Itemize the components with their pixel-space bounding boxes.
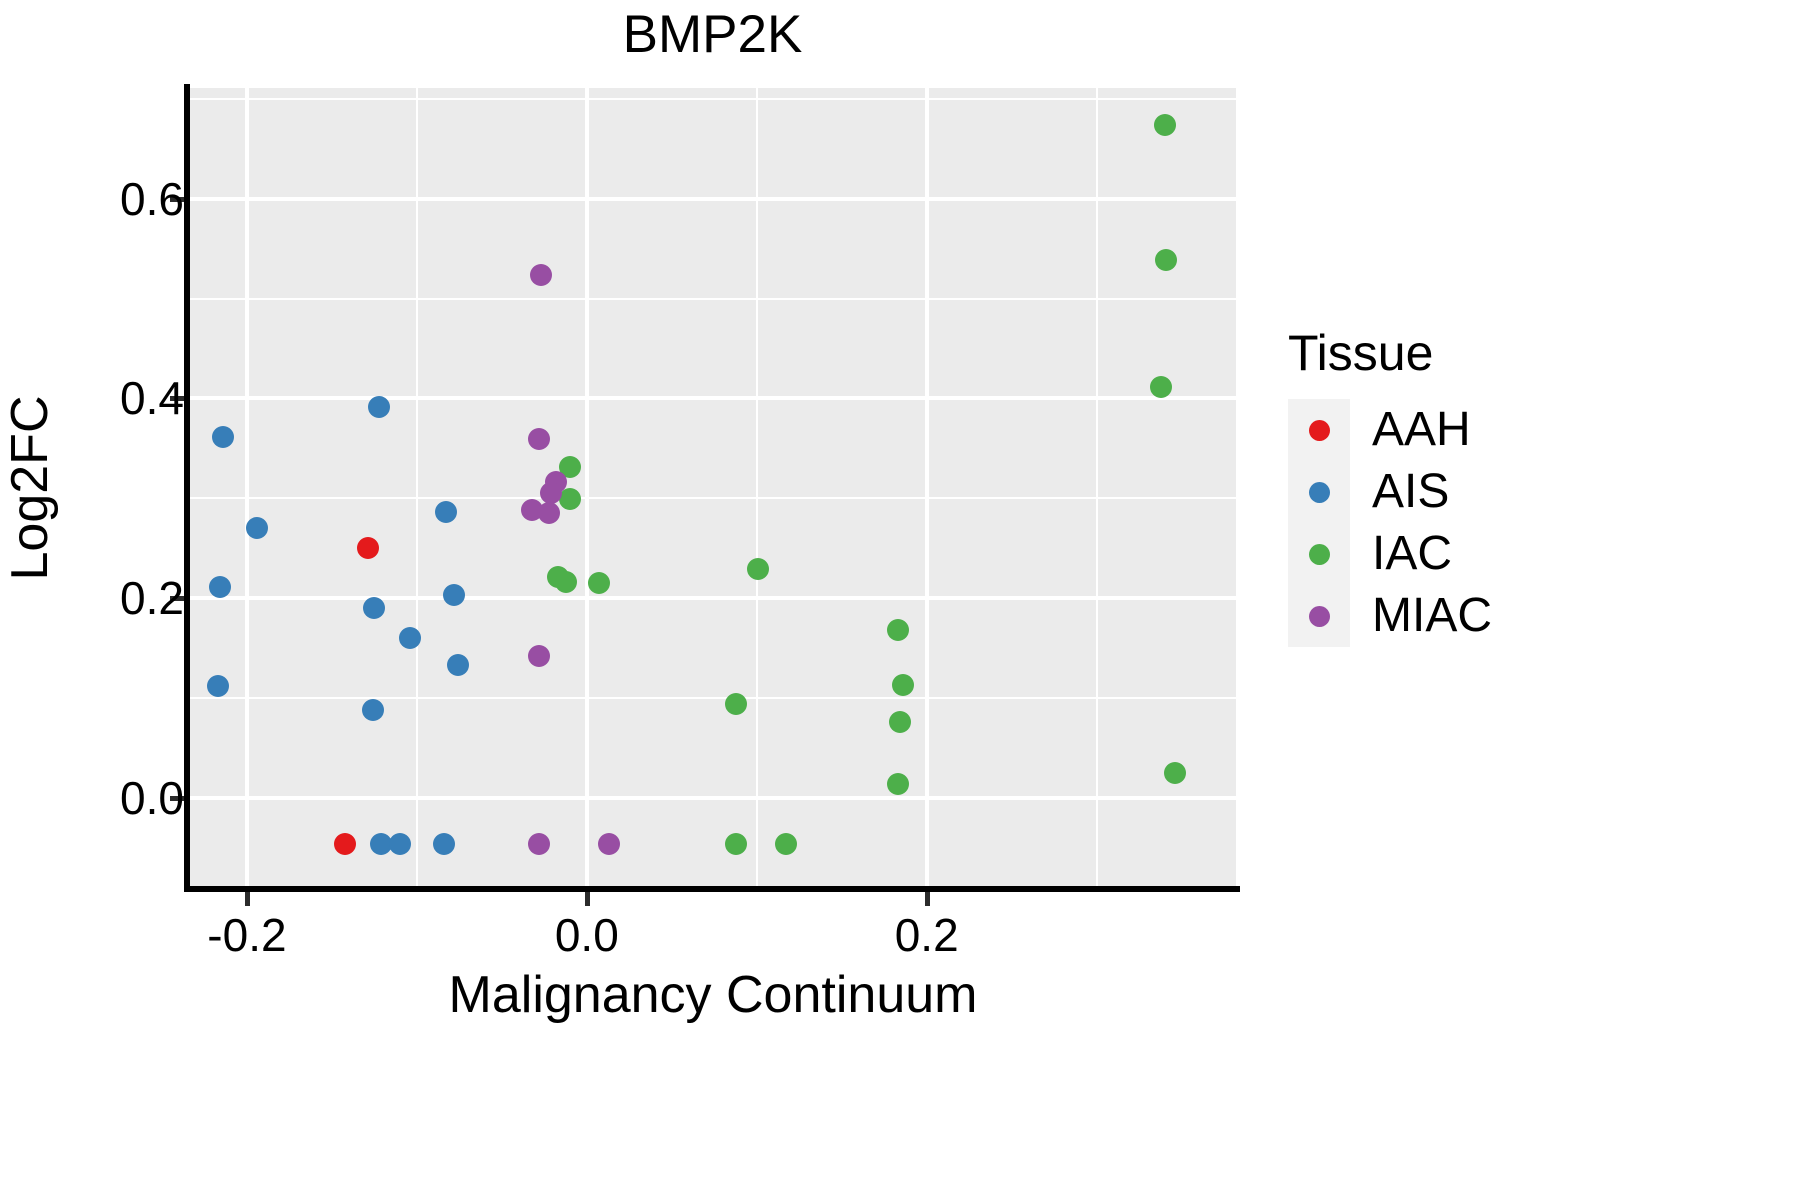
data-point-miac [597,833,620,856]
data-point-ais [433,833,456,856]
legend-item-label: AIS [1372,465,1450,518]
y-axis-tick-label: 0.6 [120,172,184,225]
x-axis-label: Malignancy Continuum [448,966,978,1024]
data-point-miac [538,502,561,525]
y-axis-label: Log2FC [1,395,59,581]
data-point-iac [1153,113,1176,136]
data-point-aah [334,833,357,856]
data-point-ais [368,396,391,419]
data-point-iac [886,772,909,795]
gridline-major-vertical [584,88,589,888]
data-point-ais [399,626,422,649]
data-point-ais [207,674,230,697]
data-point-iac [886,618,909,641]
gridline-minor-horizontal [190,497,1236,500]
x-axis-tick-label: 0.2 [894,909,959,961]
legend-item-label: MIAC [1372,589,1492,642]
x-axis-line [184,886,1240,892]
gridline-major-horizontal [190,396,1236,401]
data-point-ais [361,698,384,721]
gridline-minor-vertical [415,88,418,888]
data-point-iac [558,488,581,511]
gridline-major-horizontal [190,595,1236,600]
data-point-ais [434,501,457,524]
data-point-ais [246,517,269,540]
data-point-iac [888,710,911,733]
data-point-iac [1155,248,1178,271]
y-axis-tick-label: 0.4 [120,372,184,425]
y-axis-tick-label: 0.0 [120,771,184,824]
legend-item-miac[interactable]: MIAC [1288,585,1588,647]
legend: Tissue AAH AIS IAC MIAC [1288,326,1588,647]
x-axis-tick-label: -0.2 [207,909,287,961]
legend-item-aah[interactable]: AAH [1288,399,1588,461]
gridline-minor-vertical [1095,88,1098,888]
legend-item-iac[interactable]: IAC [1288,523,1588,585]
page-title: BMP2K [622,5,803,64]
data-point-miac [528,428,551,451]
gridline-major-horizontal [190,795,1236,800]
data-point-iac [747,558,770,581]
gridline-minor-vertical [755,88,758,888]
data-point-ais [363,596,386,619]
data-point-miac [540,482,563,505]
x-axis-tick-label: 0.0 [554,909,619,961]
data-point-iac [587,572,610,594]
legend-key-swatch [1288,461,1350,523]
x-axis-tick [244,892,250,906]
gridline-major-horizontal [190,196,1236,201]
data-point-iac [558,456,581,479]
y-axis-tick [170,795,184,801]
gridline-minor-horizontal [190,297,1236,300]
y-axis-tick [170,396,184,402]
data-point-ais [443,583,466,606]
data-point-miac [528,644,551,667]
legend-dot-icon [1308,605,1330,627]
data-point-iac [1163,761,1186,784]
data-point-ais [208,576,231,598]
data-point-iac [725,692,748,715]
data-point-ais [212,426,235,449]
gridline-major-vertical [244,88,249,888]
legend-key-swatch [1288,585,1350,647]
y-axis-tick [170,595,184,601]
legend-dot-icon [1308,481,1330,503]
data-point-ais [446,653,469,676]
data-point-miac [528,833,551,856]
data-point-iac [891,673,914,696]
x-axis-tick [924,892,930,906]
data-point-iac [774,833,797,856]
data-point-iac [555,571,578,593]
legend-item-label: AAH [1372,403,1471,456]
y-axis-line [184,84,190,892]
data-point-aah [356,537,379,560]
data-point-miac [521,499,544,522]
data-point-iac [725,833,748,856]
legend-key-swatch [1288,399,1350,461]
y-axis-tick-label: 0.2 [120,571,184,624]
x-axis-tick [584,892,590,906]
gridline-major-vertical [924,88,929,888]
legend-item-label: IAC [1372,527,1453,580]
data-point-iac [1150,376,1173,399]
data-point-ais [388,833,411,856]
legend-dot-icon [1308,419,1330,441]
y-axis-tick [170,196,184,202]
data-point-ais [370,833,393,856]
legend-key-swatch [1288,523,1350,585]
legend-item-ais[interactable]: AIS [1288,461,1588,523]
legend-dot-icon [1308,543,1330,565]
gridline-minor-horizontal [190,97,1236,100]
gridline-minor-horizontal [190,696,1236,699]
legend-entries: AAH AIS IAC MIAC [1288,399,1588,647]
data-point-miac [529,263,552,286]
legend-title: Tissue [1288,325,1434,381]
plot-panel [190,88,1236,888]
